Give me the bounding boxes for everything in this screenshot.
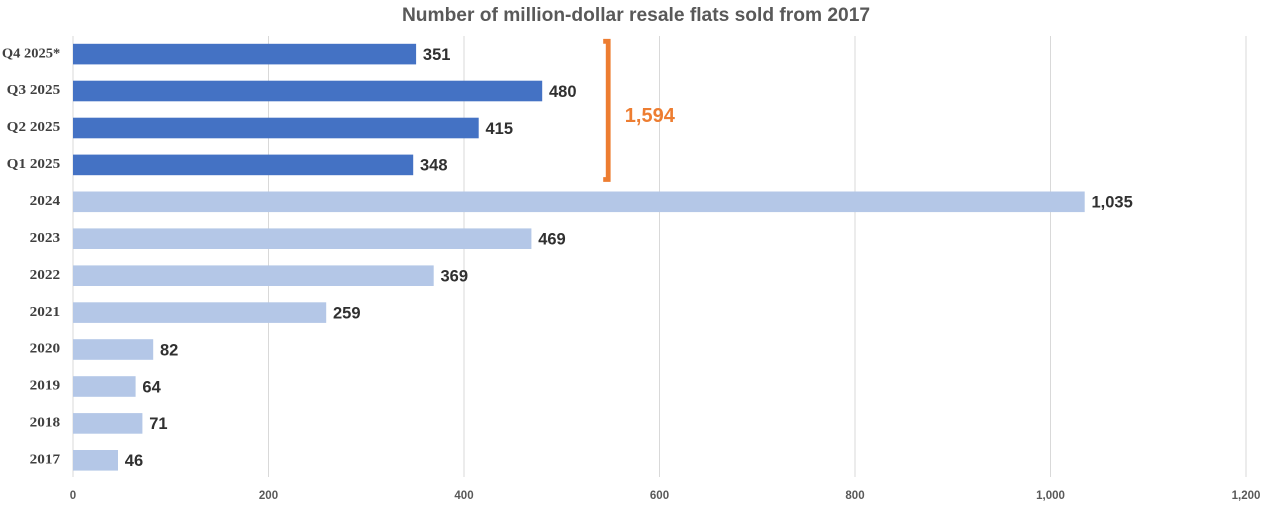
svg-text:2024: 2024: [30, 193, 61, 208]
svg-text:200: 200: [259, 490, 278, 502]
svg-text:1,000: 1,000: [1036, 490, 1065, 502]
svg-text:64: 64: [142, 378, 161, 396]
svg-text:2019: 2019: [30, 378, 61, 393]
svg-text:348: 348: [420, 157, 448, 175]
svg-text:0: 0: [70, 490, 76, 502]
svg-text:Q1 2025: Q1 2025: [7, 156, 61, 171]
svg-text:2023: 2023: [30, 230, 61, 245]
svg-text:1,594: 1,594: [625, 105, 676, 127]
svg-text:415: 415: [486, 120, 514, 138]
svg-text:2017: 2017: [30, 452, 61, 467]
svg-text:Q4 2025*: Q4 2025*: [2, 45, 61, 60]
svg-text:1,035: 1,035: [1092, 194, 1133, 212]
svg-text:2020: 2020: [30, 341, 61, 356]
svg-text:82: 82: [160, 341, 178, 359]
svg-text:1,200: 1,200: [1232, 490, 1261, 502]
svg-text:259: 259: [333, 304, 361, 322]
svg-text:480: 480: [549, 83, 577, 101]
svg-text:Q3 2025: Q3 2025: [7, 82, 61, 97]
svg-text:71: 71: [149, 415, 167, 433]
svg-text:Q2 2025: Q2 2025: [7, 119, 61, 134]
svg-text:400: 400: [454, 490, 473, 502]
svg-text:Number of million-dollar resal: Number of million-dollar resale flats so…: [402, 5, 870, 26]
svg-text:2022: 2022: [30, 267, 61, 282]
svg-text:2018: 2018: [30, 415, 61, 430]
svg-text:800: 800: [845, 490, 864, 502]
svg-text:2021: 2021: [30, 304, 61, 319]
svg-text:46: 46: [125, 452, 143, 470]
svg-text:600: 600: [650, 490, 669, 502]
svg-text:369: 369: [441, 268, 469, 286]
svg-text:469: 469: [538, 231, 566, 249]
svg-text:351: 351: [423, 46, 451, 64]
